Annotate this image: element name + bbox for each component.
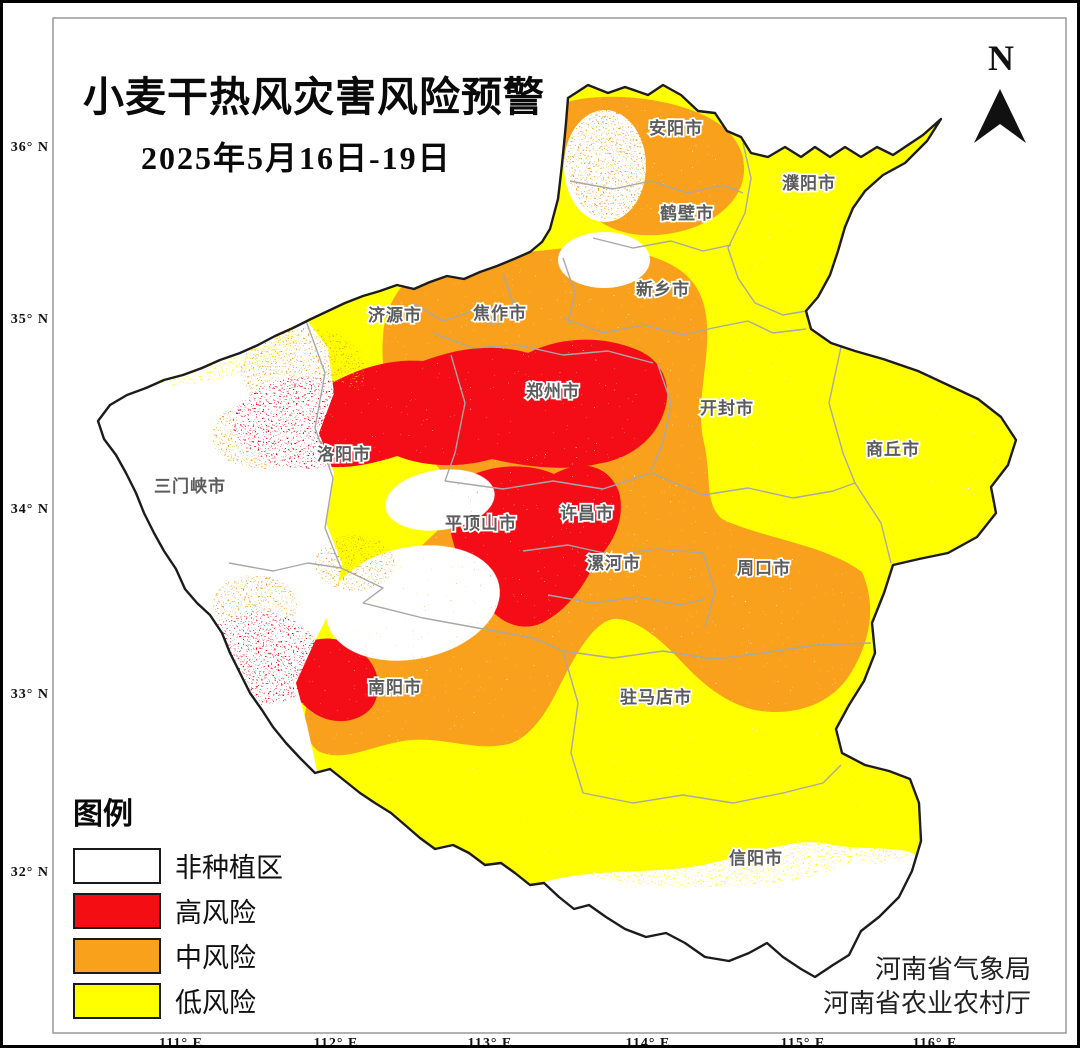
city-boundaries [228,142,892,804]
lon-label-112e: 112° E [314,1036,359,1048]
city-label-puyang: 濮阳市 [782,173,836,193]
page-subtitle: 2025年5月16日-19日 [141,140,452,176]
legend-row-high-risk: 高风险 [73,892,283,929]
city-label-shangqiu: 商丘市 [866,439,920,459]
lat-label-32n: 32° N [11,865,49,880]
lat-label-36n: 36° N [11,140,49,155]
legend-title: 图例 [73,798,133,831]
map-canvas: 济源市 焦作市 安阳市 鹤壁市 新乡市 濮阳市 郑州市 开封市 商丘市 洛阳市 … [11,17,1067,1048]
legend-label-medium-risk: 中风险 [175,943,256,973]
legend-swatch-low-risk [73,982,161,1019]
city-label-xinyang: 信阳市 [729,848,783,868]
legend-row-low-risk: 低风险 [73,982,283,1019]
city-label-jiaozuo: 焦作市 [472,303,527,323]
city-label-zhengzhou: 郑州市 [526,381,580,401]
lon-label-115e: 115° E [781,1036,826,1048]
city-label-hebi: 鹤壁市 [660,203,714,223]
attribution-line2: 河南省农业农村厅 [822,989,1031,1018]
lon-label-116e: 116° E [913,1036,958,1048]
legend-swatch-high-risk [73,892,161,929]
city-label-xuchang: 许昌市 [560,503,614,523]
city-label-luoyang: 洛阳市 [317,444,371,464]
lon-label-111e: 111° E [159,1036,203,1048]
city-label-pingdingshan: 平顶山市 [445,513,517,533]
city-label-zhumadian: 驻马店市 [620,687,692,707]
lon-label-113e: 113° E [468,1036,513,1048]
city-label-jiyuan: 济源市 [368,305,422,325]
legend-label-high-risk: 高风险 [175,898,256,928]
city-label-anyang: 安阳市 [649,118,703,138]
north-arrow-label: N [988,38,1014,78]
lat-label-34n: 34° N [11,502,49,517]
lat-label-33n: 33° N [11,687,49,702]
attribution: 河南省气象局 河南省农业农村厅 [823,953,1031,1021]
legend-label-low-risk: 低风险 [175,988,256,1018]
lon-label-114e: 114° E [626,1036,671,1048]
legend-row-non-planting: 非种植区 [73,847,283,884]
city-label-nanyang: 南阳市 [368,677,422,697]
north-arrow-icon [974,89,1026,143]
city-label-kaifeng: 开封市 [700,398,754,418]
legend-swatch-non-planting [73,847,161,884]
legend-swatch-medium-risk [73,937,161,974]
legend: 图例 非种植区 高风险 中风险 低风险 [73,789,283,1027]
legend-row-medium-risk: 中风险 [73,937,283,974]
page-title: 小麦干热风灾害风险预警 [83,74,545,120]
attribution-line1: 河南省气象局 [874,955,1031,984]
city-label-luohe: 漯河市 [587,553,641,573]
city-label-sanmenxia: 三门峡市 [154,476,226,496]
lat-label-35n: 35° N [11,312,49,327]
legend-label-non-planting: 非种植区 [175,853,283,883]
city-label-xinxiang: 新乡市 [636,279,690,299]
city-label-zhoukou: 周口市 [737,558,791,578]
